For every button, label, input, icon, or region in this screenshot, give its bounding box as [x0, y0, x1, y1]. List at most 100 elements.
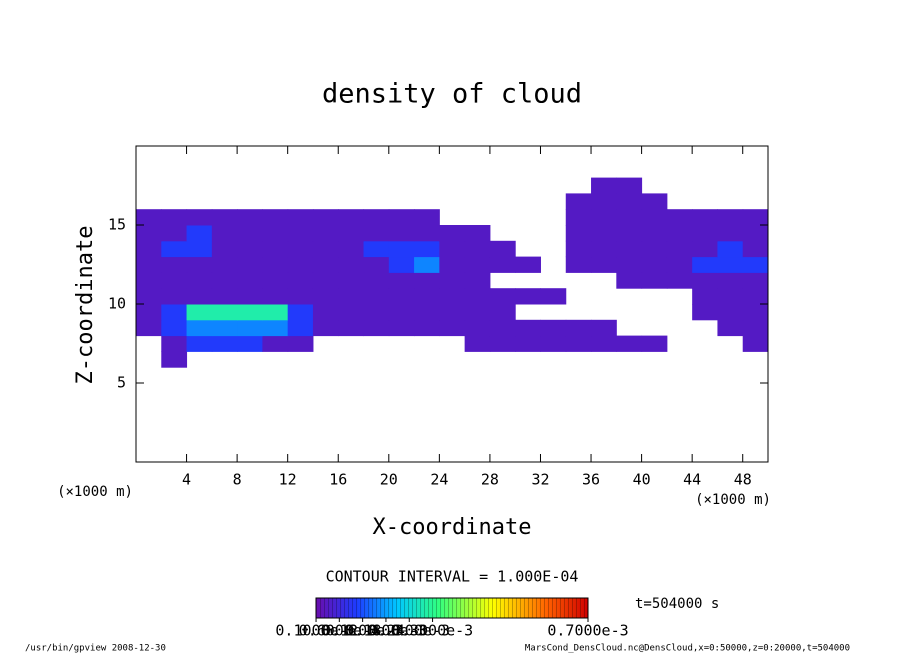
cell [591, 304, 617, 320]
cell [388, 319, 415, 337]
cell [262, 146, 288, 162]
cell [186, 209, 213, 226]
cell [161, 399, 187, 415]
cell [642, 446, 668, 462]
cell [743, 399, 769, 415]
cell [616, 240, 643, 258]
cell [439, 288, 466, 305]
x-tick-label: 24 [430, 471, 448, 489]
cell [742, 240, 769, 258]
cell [642, 399, 668, 415]
cell [666, 225, 693, 242]
cell [262, 256, 289, 273]
cell [515, 193, 541, 209]
cell [565, 240, 592, 258]
cell [237, 272, 263, 289]
cell [186, 272, 213, 289]
cell [667, 193, 693, 209]
cell [237, 178, 263, 194]
cell [540, 430, 566, 446]
cell [288, 430, 314, 446]
cell [414, 178, 440, 194]
cell [363, 304, 390, 321]
cell [667, 336, 693, 352]
cell [313, 446, 339, 462]
cell [414, 162, 440, 178]
cell [717, 288, 744, 305]
cell [616, 146, 642, 162]
cell [364, 178, 390, 194]
cell [136, 319, 162, 337]
cell [692, 415, 718, 431]
cell [490, 446, 516, 462]
cell [692, 225, 718, 242]
cell [262, 430, 288, 446]
cell [642, 288, 668, 304]
cell [237, 430, 263, 446]
x-tick-label: 16 [329, 471, 347, 489]
cell [312, 272, 339, 289]
cell [287, 304, 314, 321]
cell [161, 225, 188, 242]
cell [692, 304, 718, 321]
cell [490, 146, 516, 162]
cell [742, 304, 769, 321]
cell [465, 446, 491, 462]
cell [515, 225, 541, 241]
cell [414, 415, 440, 431]
cell [717, 367, 743, 383]
cell [540, 241, 566, 257]
cell [237, 351, 263, 367]
cell [262, 272, 289, 289]
cell [692, 272, 718, 289]
colorbar-tick-label: 0.1800e-3 [345, 622, 426, 640]
cell [540, 225, 566, 241]
cell [262, 240, 289, 258]
cell [464, 225, 491, 242]
cell [338, 336, 364, 352]
cell [414, 351, 440, 367]
cell [515, 383, 541, 399]
cell [439, 225, 466, 242]
cell [439, 383, 465, 399]
cell [211, 304, 238, 321]
annotation: CONTOUR INTERVAL = 1.000E-04 [326, 568, 579, 586]
cell [439, 430, 465, 446]
cell [262, 178, 288, 194]
cell [490, 178, 516, 194]
cell [717, 415, 743, 431]
cell [364, 430, 390, 446]
cell [237, 367, 263, 383]
chart-title: density of cloud [322, 79, 582, 110]
cell [515, 256, 541, 273]
cell [489, 335, 516, 352]
cell [591, 288, 617, 304]
cell [363, 209, 390, 226]
cell [692, 383, 718, 399]
x-tick-label: 36 [582, 471, 600, 489]
cell [566, 304, 592, 320]
cell [515, 162, 541, 178]
cell [540, 209, 566, 225]
cell [667, 351, 693, 367]
cell [161, 367, 187, 383]
cell [161, 430, 187, 446]
cell [313, 367, 339, 383]
cell [187, 446, 213, 462]
cell [414, 446, 440, 462]
cell [414, 383, 440, 399]
cell [136, 367, 162, 383]
x-tick-label: 20 [380, 471, 398, 489]
cell [389, 146, 415, 162]
y-tick-label: 15 [108, 216, 126, 234]
cell [465, 383, 491, 399]
cell [692, 430, 718, 446]
cell [642, 304, 668, 320]
colorbar-tick-label: 0.2400e-3 [369, 622, 450, 640]
cell [515, 304, 541, 320]
cell [591, 399, 617, 415]
cell [161, 415, 187, 431]
x-unit-right: (×1000 m) [695, 492, 771, 508]
x-tick-label: 12 [279, 471, 297, 489]
